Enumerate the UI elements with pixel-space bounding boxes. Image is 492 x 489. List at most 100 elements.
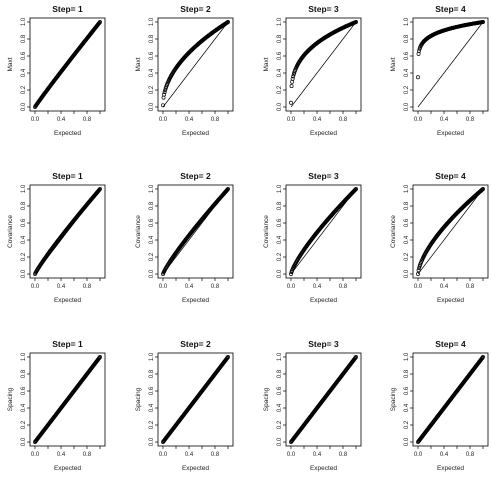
panel-1-2-reference-line xyxy=(290,188,357,275)
panel-1-0-data-point xyxy=(97,187,102,192)
panel-1-3-x-tick-label: 0.4 xyxy=(440,284,449,290)
panel-1-3-x-tick-label: 0.8 xyxy=(466,284,475,290)
panel-2-2-y-tick-label: 0.2 xyxy=(277,420,283,429)
panel-0-1-y-tick-label: 0.8 xyxy=(149,34,155,43)
panel-1-3-data-point xyxy=(480,187,485,192)
panel-1-3-y-axis-title: Covariance xyxy=(390,215,397,248)
panel-1-2-y-axis-title: Covariance xyxy=(263,215,270,248)
panel-1-2-y-tick-label: 0.2 xyxy=(277,252,283,261)
panel-0-2-data-point xyxy=(290,79,295,84)
panel-0-3-data-point xyxy=(417,48,422,53)
panel-0-1-y-axis-title: Maxt xyxy=(135,57,142,71)
panel-0-1-x-tick-label: 0.4 xyxy=(185,117,194,123)
panel-0-0-data-point xyxy=(98,20,102,24)
panel-0-2-title: Step= 3 xyxy=(308,4,339,14)
panel-2-1-x-tick-label: 0.8 xyxy=(211,452,220,458)
panel-2-3-y-tick-label: 0.6 xyxy=(404,386,410,395)
panel-1-1-data-point xyxy=(225,187,230,192)
panel-0-2-y-tick-label: 0.4 xyxy=(277,68,283,77)
panel-1-0-plot-frame xyxy=(29,184,106,279)
panel-2-1-x-axis-title: Expected xyxy=(182,465,209,472)
panel-2-0-plot-frame xyxy=(29,352,106,447)
panel-1-1-y-tick-label: 0.2 xyxy=(149,252,155,261)
panel-2-2-y-tick-label: 1.0 xyxy=(277,352,283,361)
panel-1-2-data-point xyxy=(353,187,358,192)
panel-1-1-title: Step= 2 xyxy=(180,171,211,181)
panel-2-3-y-tick-label: 0.4 xyxy=(404,403,410,412)
panel-2-1-data-point xyxy=(225,355,230,360)
panel-0-1-x-axis-title: Expected xyxy=(182,130,209,137)
panel-1-1-y-tick-label: 0.6 xyxy=(149,218,155,227)
panel-2-0-y-tick-label: 0.6 xyxy=(21,386,27,395)
panel-0-1-data-point xyxy=(161,103,165,108)
panel-1-0-x-tick-label: 0.4 xyxy=(57,284,66,290)
panel-2-3-y-tick-label: 0.8 xyxy=(404,369,410,378)
panel-1-3-x-tick-label: 0.0 xyxy=(414,284,423,290)
panel-1-3-data-point xyxy=(479,187,484,192)
panel-2-2-title: Step= 3 xyxy=(308,339,339,349)
panel-2-0-data-point xyxy=(97,355,102,360)
panel-1-3-y-tick-label: 0.4 xyxy=(404,235,410,244)
panel-0-1-data-point xyxy=(163,88,168,92)
panel-2-3-x-tick-label: 0.0 xyxy=(414,452,423,458)
panel-2-0-data-point xyxy=(98,355,102,359)
panel-2-1-plot-frame xyxy=(157,352,234,447)
panel-0-1-x-tick-label: 0.0 xyxy=(159,117,168,123)
panel-0-3-x-tick-label: 0.0 xyxy=(414,117,423,123)
panel-2-1-y-tick-label: 0.2 xyxy=(149,420,155,429)
panel-0-1-x-tick-label: 0.8 xyxy=(211,117,220,123)
panel-0-0-plot-frame xyxy=(29,17,106,112)
panel-0-3-data-point xyxy=(481,20,485,24)
panel-1-3-data-point xyxy=(481,187,485,191)
panel-0-0-x-tick-label: 0.4 xyxy=(57,117,66,123)
panel-1-1-y-tick-label: 1.0 xyxy=(149,184,155,193)
panel-2-3-y-tick-label: 0.0 xyxy=(404,437,410,446)
panel-0-1-data-point xyxy=(161,95,166,100)
panel-1-0-x-tick-label: 0.0 xyxy=(31,284,40,290)
panel-0-1-y-tick-label: 0.4 xyxy=(149,68,155,77)
panel-2-1-y-tick-label: 0.0 xyxy=(149,437,155,446)
panel-1-0-data-point xyxy=(98,187,102,191)
panel-1-0-x-axis-title: Expected xyxy=(54,297,81,304)
panel-1-2-x-tick-label: 0.4 xyxy=(313,284,322,290)
panel-0-1-data-point xyxy=(162,92,167,97)
panel-2-0-x-tick-label: 0.8 xyxy=(83,452,92,458)
panel-0-0-y-tick-label: 0.6 xyxy=(21,51,27,60)
panel-2-3-x-tick-label: 0.8 xyxy=(466,452,475,458)
panel-0-2-x-tick-label: 0.8 xyxy=(339,117,348,123)
panel-0-3-data-point xyxy=(416,75,420,80)
panel-0-3-plot-frame xyxy=(412,17,489,112)
panel-1-2-y-tick-label: 0.0 xyxy=(277,269,283,278)
panel-0-1-data-point xyxy=(226,20,230,24)
panel-2-0-title: Step= 1 xyxy=(52,339,83,349)
panel-2-0-y-tick-label: 1.0 xyxy=(21,352,27,361)
panel-1-1-plot-frame xyxy=(157,184,234,279)
panel-1-0-y-axis-title: Covariance xyxy=(7,215,14,248)
panel-1-3-plot-frame xyxy=(412,184,489,279)
panel-0-1-reference-line xyxy=(162,21,229,108)
panel-0-0-y-axis-title: Maxt xyxy=(7,57,14,71)
panel-0-0-y-tick-label: 0.8 xyxy=(21,34,27,43)
panel-0-0-x-axis-title: Expected xyxy=(54,130,81,137)
panel-2-3-data-point xyxy=(481,355,485,359)
panel-0-3-y-tick-label: 1.0 xyxy=(404,17,410,26)
panel-1-0-y-tick-label: 0.4 xyxy=(21,235,27,244)
panel-2-2-y-axis-title: Spacing xyxy=(263,387,270,411)
panel-0-3-data-point xyxy=(416,51,421,56)
panel-0-3-y-tick-label: 0.4 xyxy=(404,68,410,77)
panel-2-2-y-tick-label: 0.0 xyxy=(277,437,283,446)
panel-1-3-y-tick-label: 0.0 xyxy=(404,269,410,278)
panel-0-2-y-tick-label: 0.0 xyxy=(277,102,283,111)
panel-1-0-y-tick-label: 0.0 xyxy=(21,269,27,278)
panel-0-2-y-tick-label: 0.6 xyxy=(277,51,283,60)
panel-2-3-x-tick-label: 0.4 xyxy=(440,452,449,458)
panel-1-1-x-tick-label: 0.4 xyxy=(185,284,194,290)
panel-2-0-y-tick-label: 0.4 xyxy=(21,403,27,412)
panel-0-2-y-tick-label: 0.8 xyxy=(277,34,283,43)
panel-1-1-data-point xyxy=(226,187,230,191)
panel-2-2-data-point xyxy=(354,355,358,359)
panel-1-3-y-tick-label: 0.2 xyxy=(404,252,410,261)
panel-2-2-x-axis-title: Expected xyxy=(310,465,337,472)
panel-2-0-y-tick-label: 0.0 xyxy=(21,437,27,446)
panel-1-2-x-tick-label: 0.0 xyxy=(287,284,296,290)
